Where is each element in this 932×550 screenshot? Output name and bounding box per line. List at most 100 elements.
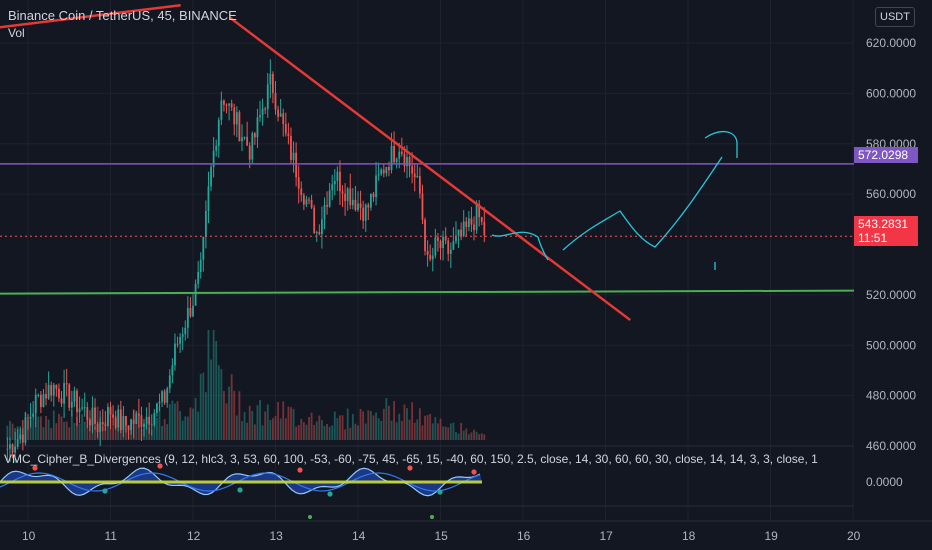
candle-body: [55, 384, 58, 389]
candle-body: [19, 434, 22, 439]
volume-bar: [42, 427, 45, 440]
time-axis[interactable]: 10 11 12 13 14 15 16 17 18 19 20: [0, 520, 932, 543]
candle-body: [119, 409, 122, 430]
volume-bar: [390, 420, 393, 440]
candle-body: [349, 188, 352, 206]
candle-body: [382, 169, 385, 174]
candle-body: [442, 236, 444, 249]
candle-body: [385, 166, 388, 174]
volume-bar: [171, 400, 174, 440]
candle-body: [465, 221, 468, 228]
volume-bar: [292, 409, 295, 440]
candle-body: [181, 334, 184, 337]
volume-bar: [246, 422, 249, 440]
volume-bar: [248, 405, 251, 440]
volume-bar: [455, 432, 457, 440]
drawn-lines: [0, 3, 855, 322]
volume-bar: [272, 418, 274, 440]
indicator-legend[interactable]: VMC_Cipher_B_Divergences (9, 12, hlc3, 3…: [4, 452, 818, 466]
candle-body: [112, 414, 114, 418]
volume-bar: [457, 433, 460, 440]
volume-bar: [277, 402, 279, 440]
candle-body: [243, 136, 246, 138]
time-tick-label: 12: [187, 529, 201, 543]
volume-bar: [372, 415, 375, 440]
candle-body: [117, 409, 120, 428]
volume-bar: [442, 426, 444, 440]
candle-body: [140, 415, 143, 428]
volume-bar: [367, 410, 370, 440]
candle-body: [217, 119, 220, 146]
candle-body: [109, 407, 112, 415]
signal-dot: [437, 489, 443, 495]
candle-body: [47, 384, 50, 399]
volume-bar: [39, 416, 42, 440]
candle-body: [220, 100, 223, 120]
volume-bar: [426, 415, 429, 440]
signal-dot: [237, 487, 243, 493]
candle-body: [235, 112, 238, 125]
candle-body: [318, 232, 321, 235]
candle-body: [11, 444, 14, 453]
projection-drawing: [491, 131, 738, 270]
symbol-title[interactable]: Binance Coin / TetherUS, 45, BINANCE: [8, 8, 237, 23]
volume-bar: [411, 402, 414, 440]
volume-bar: [225, 403, 228, 440]
candle-body: [6, 448, 9, 450]
signal-dot: [32, 465, 38, 471]
oscillator-zero-label: 0.0000: [866, 475, 903, 489]
volume-bar: [197, 411, 200, 440]
volume-bar: [243, 412, 246, 440]
candle-body: [362, 207, 365, 221]
volume-bar: [385, 398, 388, 440]
candle-body: [171, 365, 174, 376]
candle-body: [32, 413, 35, 417]
volume-bar: [333, 411, 336, 440]
candle-body: [166, 388, 169, 403]
candle-body: [251, 133, 254, 160]
candle-body: [462, 221, 465, 236]
candle-body: [478, 203, 481, 218]
volume-bar: [27, 419, 29, 440]
candle-body: [416, 176, 419, 178]
candle-body: [86, 407, 89, 420]
volume-bar: [284, 418, 287, 440]
candle-body: [395, 158, 398, 163]
volume-legend[interactable]: Vol: [8, 26, 25, 40]
volume-bar: [253, 424, 256, 440]
candle-body: [444, 236, 447, 241]
currency-button[interactable]: USDT: [875, 7, 915, 27]
price-axis[interactable]: 620.0000600.0000580.0000560.0000520.0000…: [854, 0, 932, 550]
candle-body: [452, 241, 455, 250]
candle-body: [279, 113, 282, 117]
candle-body: [199, 259, 202, 272]
volume-bar: [295, 426, 298, 440]
candle-body: [91, 407, 94, 426]
volume-bar: [382, 408, 385, 440]
candle-body: [230, 103, 233, 108]
candle-body: [467, 218, 470, 228]
candle-body: [148, 416, 151, 425]
volume-bar: [50, 428, 53, 440]
volume-bar: [354, 423, 357, 440]
time-tick-label: 20: [847, 529, 861, 543]
candle-body: [393, 145, 395, 163]
candle-body: [101, 422, 104, 425]
candle-body: [34, 394, 37, 414]
volume-bar: [439, 418, 442, 440]
candle-body: [14, 446, 17, 453]
volume-bar: [364, 423, 367, 440]
candle-body: [248, 145, 251, 160]
volume-bar: [47, 419, 50, 440]
candle-body: [274, 93, 277, 110]
volume-bar: [204, 392, 207, 440]
volume-bar: [161, 425, 163, 440]
candle-body: [70, 401, 73, 408]
signal-dot: [471, 469, 477, 475]
candle-body: [339, 171, 341, 192]
candle-body: [266, 84, 269, 110]
candle-body: [367, 204, 370, 208]
time-tick-label: 19: [765, 529, 779, 543]
volume-bar: [369, 410, 372, 440]
